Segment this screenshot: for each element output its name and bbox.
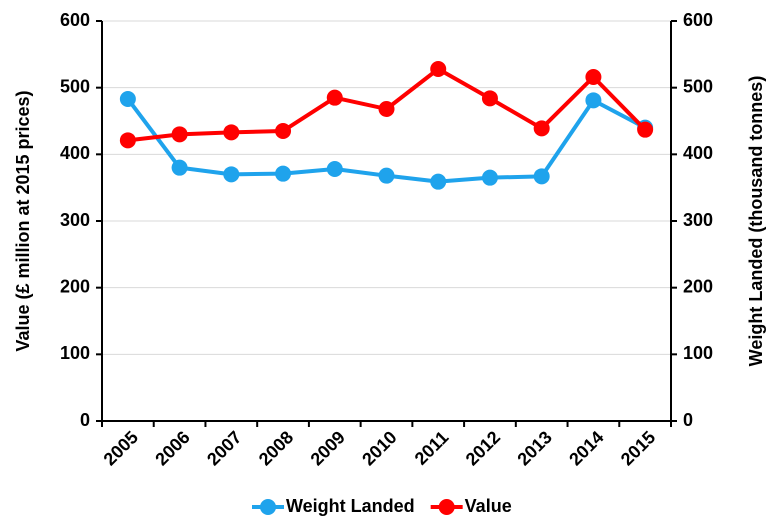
y-tick-label: 600	[60, 10, 90, 30]
data-point	[637, 121, 654, 138]
data-point	[119, 132, 136, 149]
y-tick-label: 400	[60, 143, 90, 163]
data-point	[481, 90, 498, 107]
legend-label: Value	[465, 496, 512, 516]
data-point	[223, 124, 240, 141]
y2-tick-label: 0	[683, 410, 693, 430]
data-point	[430, 61, 447, 77]
y2-tick-label: 500	[683, 76, 713, 96]
y2-tick-label: 400	[683, 143, 713, 163]
y2-tick-label: 300	[683, 210, 713, 230]
data-point	[171, 126, 188, 143]
data-point	[481, 169, 498, 186]
x-tick-label: 2014	[565, 427, 607, 469]
legend-marker	[438, 499, 455, 515]
x-tick-label: 2010	[358, 427, 400, 469]
x-tick-label: 2015	[617, 427, 659, 469]
y-axis-label: Value (£ million at 2015 prices)	[13, 90, 33, 351]
y2-tick-label: 100	[683, 343, 713, 363]
data-point	[223, 166, 240, 183]
legend-label: Weight Landed	[286, 496, 415, 516]
x-tick-label: 2013	[513, 427, 555, 469]
data-point	[585, 69, 602, 85]
data-point	[326, 161, 343, 177]
x-tick-label: 2009	[307, 427, 349, 469]
data-point	[585, 92, 602, 109]
x-tick-label: 2008	[255, 427, 297, 469]
x-tick-label: 2007	[203, 427, 245, 469]
data-point	[378, 101, 395, 117]
y2-tick-label: 200	[683, 276, 713, 296]
x-tick-label: 2005	[100, 427, 142, 469]
x-tick-label: 2012	[462, 427, 504, 469]
x-tick-label: 2006	[151, 427, 193, 469]
data-point	[275, 123, 292, 139]
x-tick-label: 2011	[411, 427, 453, 469]
data-point	[326, 89, 343, 106]
data-point	[533, 168, 550, 185]
data-point	[533, 120, 550, 137]
data-point	[119, 91, 136, 107]
y-tick-label: 200	[60, 276, 90, 296]
data-point	[275, 165, 292, 182]
legend-marker	[260, 499, 276, 515]
data-point	[430, 173, 447, 190]
data-point	[378, 167, 395, 184]
y-tick-label: 300	[60, 210, 90, 230]
y-tick-label: 500	[60, 76, 90, 96]
y-tick-label: 0	[80, 410, 90, 430]
y-tick-label: 100	[60, 343, 90, 363]
y2-axis-label: Weight Landed (thousand tonnes)	[746, 76, 766, 367]
data-point	[171, 159, 188, 176]
y2-tick-label: 600	[683, 10, 713, 30]
